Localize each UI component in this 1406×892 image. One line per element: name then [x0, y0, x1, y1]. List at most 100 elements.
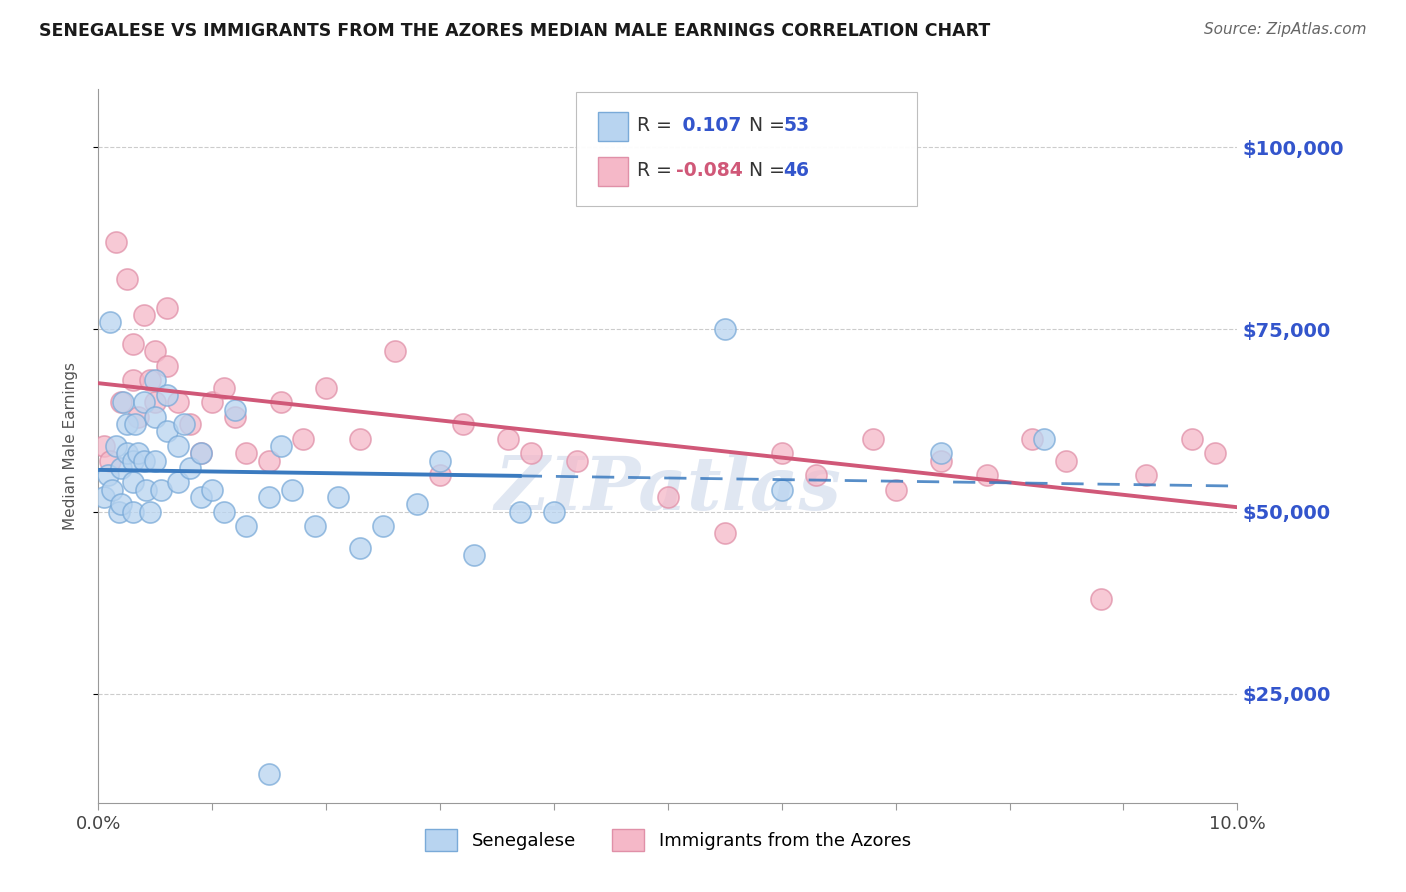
- Text: 46: 46: [783, 161, 808, 180]
- Point: [190, 446, 212, 460]
- Point: [167, 439, 190, 453]
- Point: [270, 439, 292, 453]
- Text: N =: N =: [749, 116, 786, 136]
- Point: [406, 497, 429, 511]
- Point: [498, 432, 520, 446]
- Point: [565, 453, 588, 467]
- Point: [976, 468, 998, 483]
- Point: [104, 235, 127, 249]
- Point: [373, 519, 395, 533]
- Point: [127, 446, 149, 460]
- Point: [121, 504, 143, 518]
- Point: [135, 483, 157, 497]
- Point: [224, 409, 246, 424]
- Point: [121, 453, 143, 467]
- Point: [156, 425, 179, 439]
- Point: [235, 519, 257, 533]
- Point: [93, 490, 115, 504]
- Point: [1056, 453, 1078, 467]
- Point: [520, 446, 543, 460]
- Point: [657, 490, 679, 504]
- Point: [98, 315, 121, 329]
- Point: [121, 337, 143, 351]
- Point: [1181, 432, 1204, 446]
- Point: [1204, 446, 1226, 460]
- Point: [127, 409, 149, 424]
- Point: [349, 432, 371, 446]
- Point: [167, 475, 190, 490]
- Point: [326, 490, 349, 504]
- Point: [281, 483, 304, 497]
- Point: [121, 475, 143, 490]
- Point: [270, 395, 292, 409]
- Point: [714, 526, 737, 541]
- Point: [1090, 591, 1112, 606]
- Legend: Senegalese, Immigrants from the Azores: Senegalese, Immigrants from the Azores: [418, 822, 918, 858]
- Point: [714, 322, 737, 336]
- Point: [124, 417, 146, 432]
- Point: [509, 504, 531, 518]
- Point: [145, 374, 167, 388]
- Point: [451, 417, 474, 432]
- Point: [201, 483, 224, 497]
- Point: [115, 417, 138, 432]
- Point: [132, 395, 155, 409]
- Point: [145, 409, 167, 424]
- Point: [110, 460, 132, 475]
- Point: [384, 344, 406, 359]
- Point: [884, 483, 907, 497]
- Point: [304, 519, 326, 533]
- Text: SENEGALESE VS IMMIGRANTS FROM THE AZORES MEDIAN MALE EARNINGS CORRELATION CHART: SENEGALESE VS IMMIGRANTS FROM THE AZORES…: [39, 22, 991, 40]
- Point: [259, 453, 281, 467]
- Point: [132, 308, 155, 322]
- Point: [138, 504, 160, 518]
- Point: [110, 497, 132, 511]
- Point: [179, 417, 201, 432]
- Point: [145, 395, 167, 409]
- Point: [110, 395, 132, 409]
- Point: [156, 359, 179, 373]
- Point: [115, 271, 138, 285]
- Point: [145, 453, 167, 467]
- Point: [108, 504, 131, 518]
- Point: [770, 483, 793, 497]
- Text: ZIPatlas: ZIPatlas: [495, 452, 841, 525]
- Point: [138, 374, 160, 388]
- Text: -0.084: -0.084: [676, 161, 742, 180]
- Point: [93, 439, 115, 453]
- Point: [190, 446, 212, 460]
- Point: [224, 402, 246, 417]
- Point: [96, 468, 118, 483]
- Point: [212, 381, 235, 395]
- Point: [132, 453, 155, 467]
- Point: [259, 490, 281, 504]
- Point: [167, 395, 190, 409]
- Point: [212, 504, 235, 518]
- Point: [101, 483, 124, 497]
- Point: [190, 490, 212, 504]
- Y-axis label: Median Male Earnings: Median Male Earnings: [63, 362, 77, 530]
- Point: [292, 432, 315, 446]
- Point: [179, 460, 201, 475]
- Text: Source: ZipAtlas.com: Source: ZipAtlas.com: [1204, 22, 1367, 37]
- Point: [104, 439, 127, 453]
- Point: [862, 432, 884, 446]
- Point: [429, 468, 451, 483]
- Point: [770, 446, 793, 460]
- Point: [463, 548, 485, 562]
- Point: [201, 395, 224, 409]
- Point: [150, 483, 173, 497]
- Point: [98, 453, 121, 467]
- Text: 53: 53: [783, 116, 810, 136]
- Point: [1032, 432, 1054, 446]
- Text: R =: R =: [637, 116, 672, 136]
- Text: 0.107: 0.107: [676, 116, 741, 136]
- Point: [156, 388, 179, 402]
- Point: [121, 374, 143, 388]
- Point: [1021, 432, 1043, 446]
- Point: [315, 381, 337, 395]
- Point: [145, 344, 167, 359]
- Point: [429, 453, 451, 467]
- Point: [1135, 468, 1157, 483]
- Text: N =: N =: [749, 161, 786, 180]
